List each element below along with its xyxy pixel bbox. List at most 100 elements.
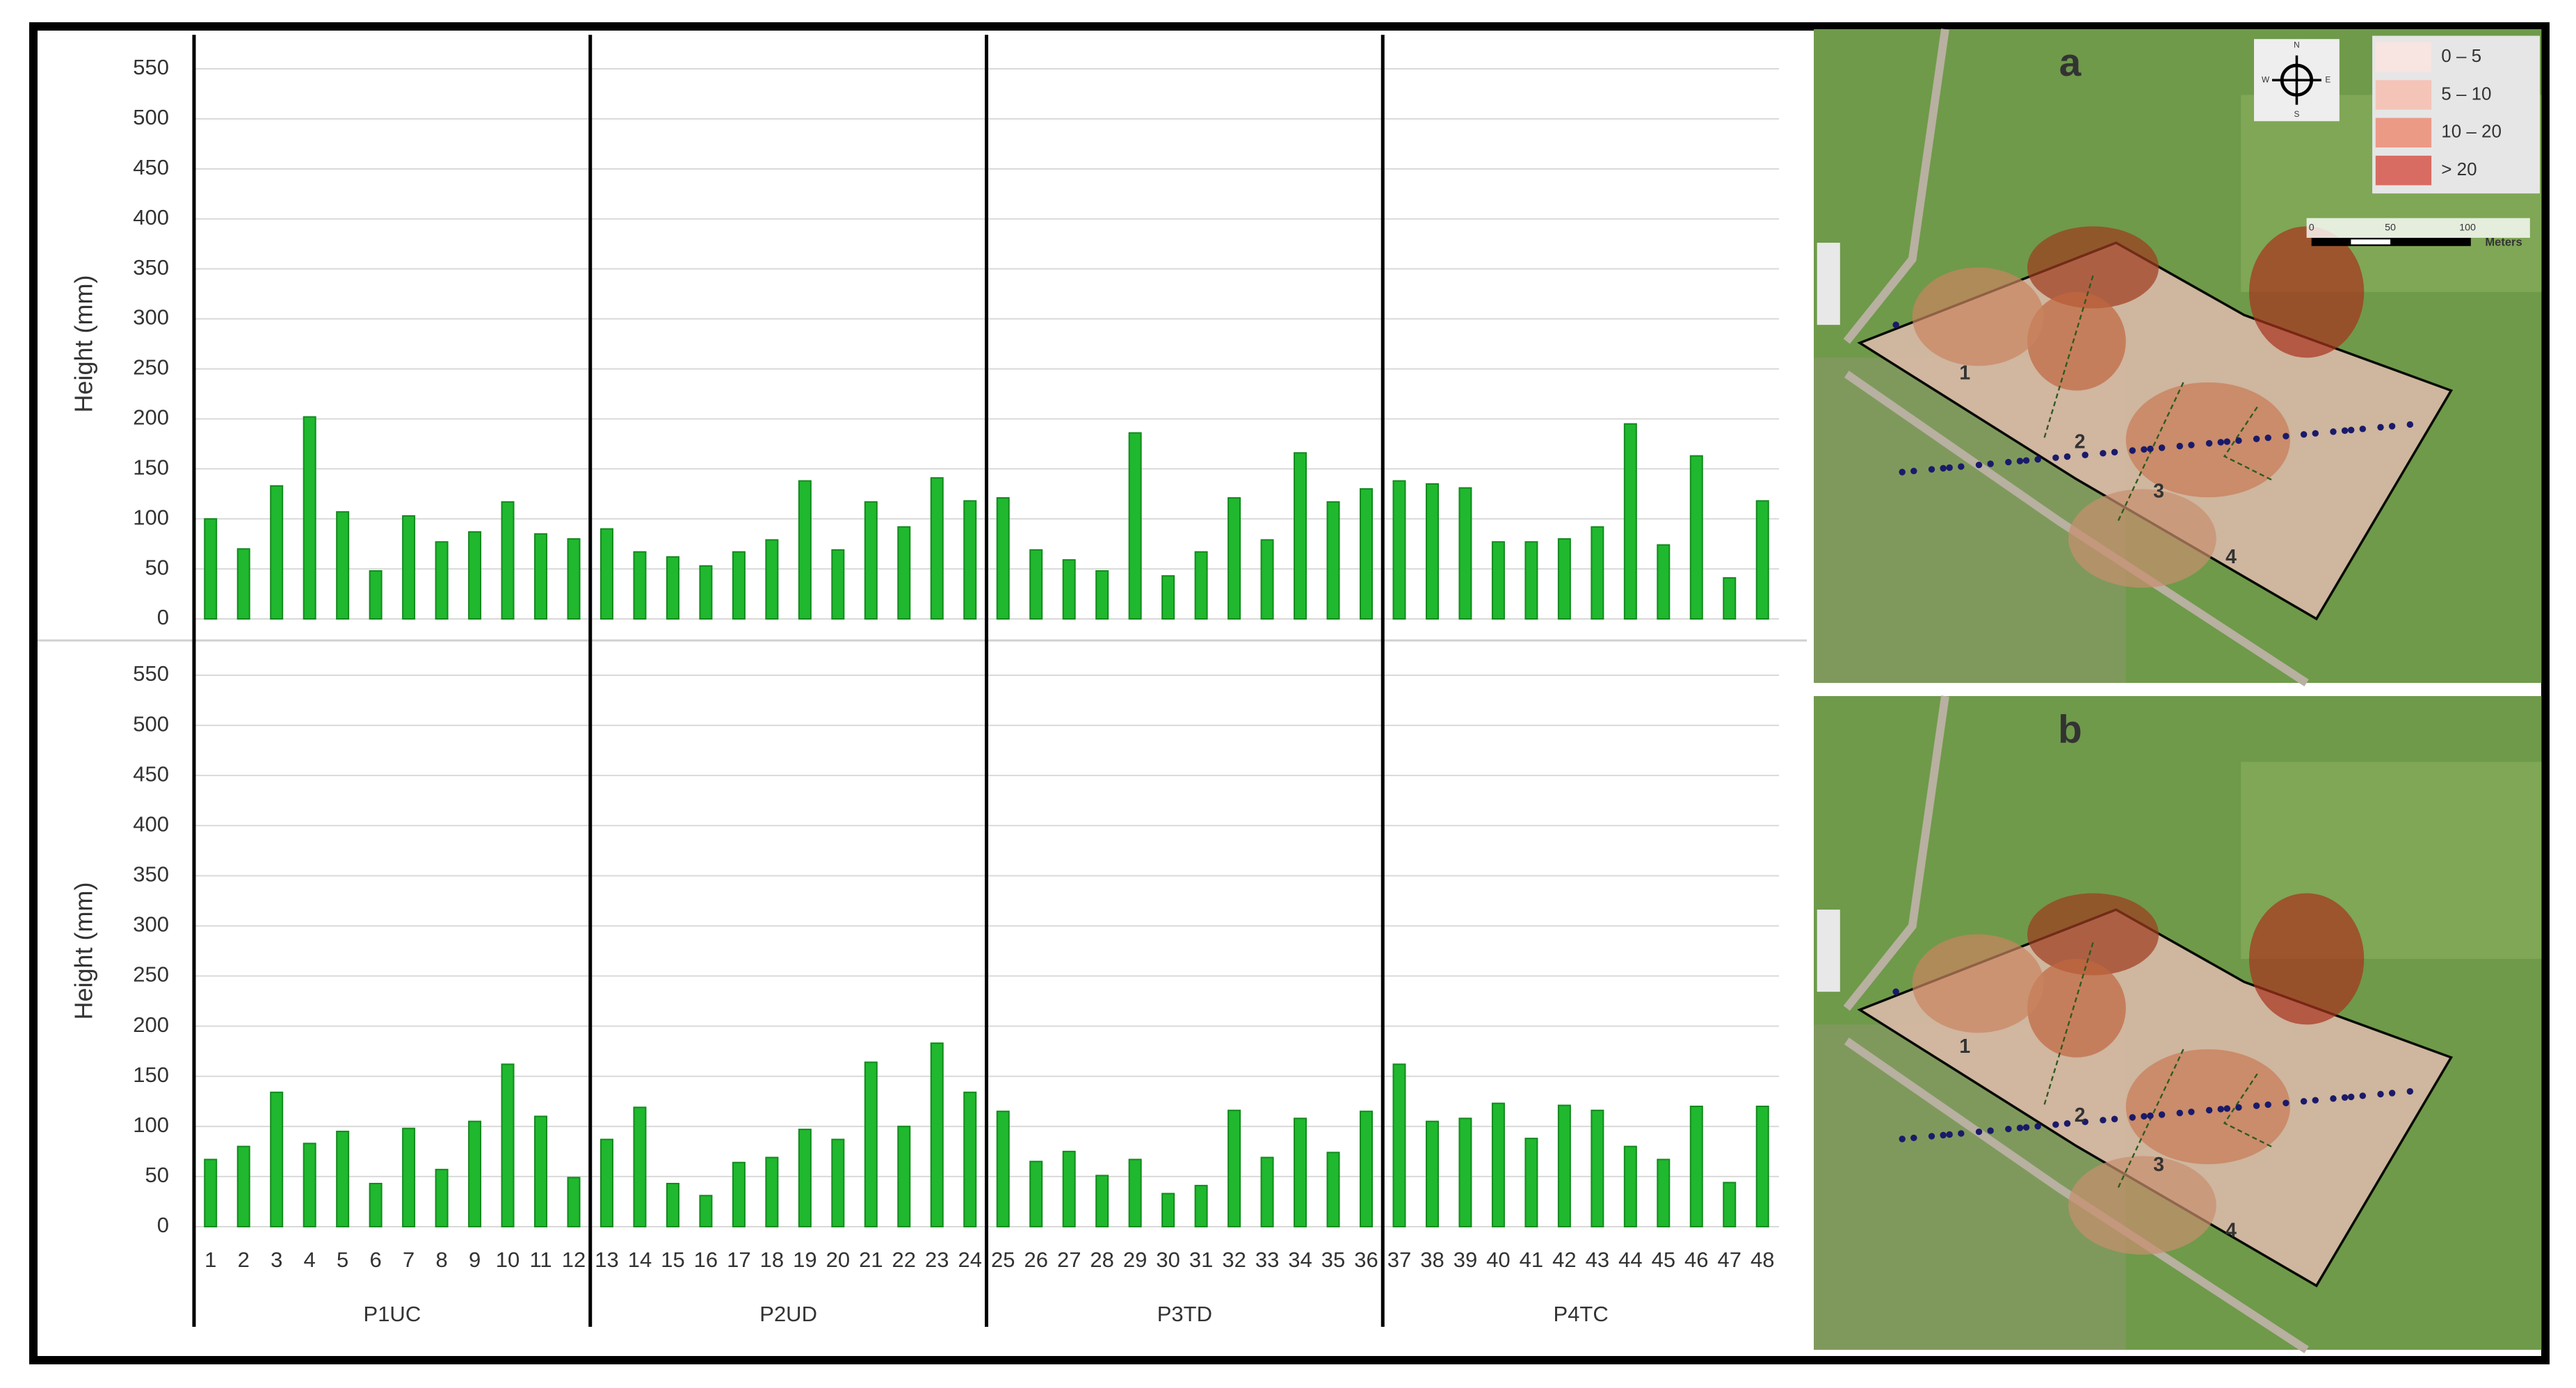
charts: 050100150200250300350400450500550Height … (70, 35, 1779, 1327)
sample-point (2205, 1106, 2213, 1114)
bar (1591, 526, 1604, 620)
bar (1425, 483, 1439, 620)
frame (29, 22, 2550, 1364)
sample-point (2359, 1092, 2367, 1099)
road (1843, 695, 2309, 1354)
bar (930, 477, 944, 620)
scale-label: Meters (2485, 235, 2522, 248)
bar (501, 1063, 515, 1227)
sample-point (2147, 1112, 2154, 1120)
bar (699, 1195, 713, 1227)
x-tick-label: 11 (529, 1248, 552, 1272)
bar (468, 1120, 482, 1228)
x-tick-label: 4 (304, 1248, 316, 1272)
sample-point (2052, 454, 2059, 461)
sample-point (2330, 1095, 2337, 1102)
bar (1360, 488, 1374, 620)
x-tick-label: 47 (1718, 1248, 1741, 1272)
sample-point (2158, 444, 2166, 451)
sample-point (2253, 1102, 2260, 1109)
bar (1062, 1150, 1076, 1228)
x-tick-label: 33 (1255, 1248, 1279, 1272)
bar (798, 1129, 812, 1228)
heat-zone (2027, 291, 2126, 391)
sample-point (2129, 447, 2136, 454)
bar (897, 526, 911, 620)
x-tick-label: 22 (892, 1248, 916, 1272)
y-tick-label: 50 (145, 555, 169, 579)
bar (501, 501, 515, 620)
zone-label: 1 (1959, 1035, 1970, 1058)
bar (1458, 1117, 1472, 1228)
group-label: P1UC (364, 1302, 421, 1326)
x-tick-label: 45 (1652, 1248, 1675, 1272)
bar (1294, 452, 1307, 620)
sample-point (1987, 1127, 1994, 1134)
y-tick-label: 400 (133, 812, 169, 836)
legend-swatch (2375, 42, 2432, 72)
sample-point (2016, 1124, 2024, 1131)
sample-point (2253, 435, 2260, 442)
x-tick-label: 24 (958, 1248, 982, 1272)
heat-zone (2027, 958, 2126, 1058)
bar (765, 539, 779, 620)
bar (1062, 559, 1076, 620)
bar (1161, 1193, 1175, 1228)
sample-point (2283, 433, 2289, 439)
x-tick-label: 1 (204, 1248, 216, 1272)
legend-swatch (2375, 80, 2432, 110)
bar (1194, 1184, 1208, 1228)
sample-point (2388, 423, 2396, 430)
sample-point (2176, 442, 2183, 450)
heat-zone (2027, 226, 2159, 309)
bar (1755, 1105, 1769, 1227)
bar (1095, 1175, 1109, 1228)
compass-label: W (2262, 74, 2270, 84)
sample-point (2330, 428, 2337, 435)
y-tick-label: 0 (157, 605, 169, 629)
x-tick-label: 5 (337, 1248, 348, 1272)
bar (402, 515, 416, 620)
x-tick-label: 13 (595, 1248, 618, 1272)
y-tick-label: 200 (133, 1012, 169, 1037)
bar (1161, 575, 1175, 620)
x-tick-label: 10 (496, 1248, 520, 1272)
bar (204, 518, 218, 620)
sample-point (2063, 453, 2071, 460)
y-tick-label: 500 (133, 711, 169, 736)
x-tick-label: 48 (1750, 1248, 1774, 1272)
sample-point (2016, 458, 2024, 465)
zone-label: 4 (2225, 546, 2237, 568)
bar (732, 551, 746, 620)
bar (864, 501, 878, 620)
sample-point (1928, 1133, 1935, 1140)
x-tick-label: 8 (435, 1248, 447, 1272)
bar (303, 1143, 316, 1228)
x-tick-label: 40 (1486, 1248, 1510, 1272)
legend-swatch (2375, 155, 2432, 186)
heat-zone (2027, 893, 2159, 976)
bar (996, 1111, 1010, 1228)
sample-point (2141, 446, 2148, 453)
heat-zone (1912, 267, 2044, 366)
bar (1227, 1109, 1241, 1228)
zone-label: 3 (2153, 481, 2164, 503)
scale-bar-half (2351, 239, 2391, 245)
bar (599, 528, 613, 620)
y-tick-label: 250 (133, 962, 169, 987)
sample-point (2223, 438, 2231, 445)
sample-point (1892, 321, 1899, 328)
x-tick-label: 30 (1156, 1248, 1180, 1272)
group-label: P3TD (1157, 1302, 1212, 1326)
bar (1557, 1104, 1571, 1228)
bar (1227, 497, 1241, 620)
sample-point (1987, 460, 1994, 467)
sample-point (2264, 1101, 2271, 1108)
sample-point (1928, 466, 1935, 473)
x-tick-label: 29 (1123, 1248, 1147, 1272)
bar (732, 1161, 746, 1227)
x-tick-label: 43 (1586, 1248, 1609, 1272)
sample-point (1958, 1130, 1965, 1137)
sample-point (1910, 467, 1917, 475)
